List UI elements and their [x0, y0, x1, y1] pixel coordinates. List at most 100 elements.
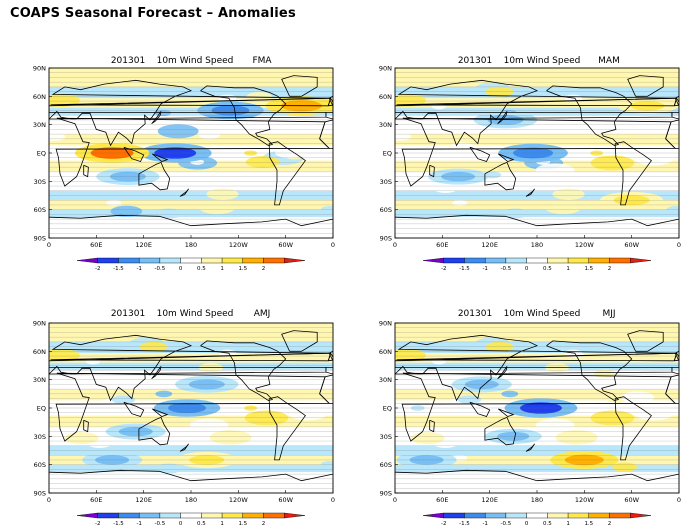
colorbar-segment: [567, 512, 590, 519]
y-tick-label: 60N: [379, 348, 392, 356]
coastline: [151, 366, 162, 380]
panel-title-season: MAM: [598, 56, 620, 66]
x-tick-label: 60W: [278, 241, 293, 249]
colorbar-label: -0.5: [501, 266, 512, 272]
coastline: [83, 419, 89, 433]
colorbar-label: 1: [566, 266, 570, 272]
anomaly-patch: [651, 137, 669, 145]
y-tick-label: 60S: [34, 461, 46, 469]
map-field: [395, 68, 679, 238]
anomaly-patch: [552, 188, 585, 200]
colorbar-label: -1: [136, 266, 141, 272]
colorbar: -2 -1.5 -1 -0.5 0 0.5 1 1.5 2: [76, 257, 306, 272]
coastline: [498, 408, 515, 417]
anomaly-patch: [545, 201, 582, 215]
coastline: [281, 330, 318, 352]
coastline: [49, 79, 330, 147]
anomaly-band: [49, 464, 333, 473]
anomaly-band: [395, 107, 679, 116]
anomaly-band: [395, 472, 679, 493]
anomaly-patch: [457, 395, 482, 404]
anomaly-patch: [395, 348, 426, 362]
colorbar-label: 2: [608, 521, 612, 527]
colorbar-segment: [588, 257, 610, 264]
coastline: [395, 469, 679, 482]
coastline: [614, 396, 652, 461]
map-field: [49, 323, 333, 493]
y-tick-label: EQ: [37, 405, 46, 413]
anomaly-band: [49, 134, 333, 146]
y-tick-label: 30N: [379, 376, 392, 384]
colorbar-label: -1: [482, 266, 487, 272]
x-tick-label: 180: [185, 496, 197, 504]
anomaly-patch: [49, 348, 80, 362]
colorbar-arrow-low: [76, 512, 98, 519]
anomaly-patch: [452, 199, 468, 206]
panel-title-date: 201301: [111, 309, 145, 319]
anomaly-patch: [320, 205, 333, 213]
coastline: [497, 111, 508, 125]
anomaly-patch: [283, 437, 298, 444]
anomaly-band: [49, 362, 333, 371]
coastline: [138, 416, 171, 446]
y-tick-label: 30N: [33, 376, 46, 384]
anomaly-patch: [395, 93, 426, 107]
x-tick-label: 0: [331, 496, 335, 504]
colorbar-segment: [201, 512, 223, 519]
anomaly-patch: [612, 462, 638, 472]
anomaly-band: [395, 389, 679, 401]
colorbar-label: -0.5: [155, 521, 166, 527]
map-field: [395, 323, 679, 493]
y-tick-label: 30S: [34, 178, 46, 186]
colorbar-label: 1.5: [238, 521, 247, 527]
x-tick-label: 180: [531, 241, 543, 249]
anomaly-patch: [244, 410, 289, 426]
x-tick-label: 60W: [624, 496, 639, 504]
y-tick-label: EQ: [37, 150, 46, 158]
colorbar-segment: [242, 512, 264, 519]
x-tick-label: 60E: [436, 241, 448, 249]
anomaly-band: [49, 209, 333, 218]
coastline: [49, 214, 333, 227]
colorbar-segment: [180, 512, 202, 519]
anomaly-patch: [198, 131, 221, 140]
coastline: [138, 161, 171, 191]
coastline: [179, 443, 189, 452]
page-title: COAPS Seasonal Forecast – Anomalies: [10, 6, 296, 21]
colorbar-label: 0.5: [197, 266, 206, 272]
coastline: [484, 416, 517, 446]
colorbar-segment: [547, 257, 569, 264]
y-tick-label: 60N: [33, 93, 46, 101]
colorbar-label: 0.5: [197, 521, 206, 527]
colorbar-label: -1.5: [113, 266, 124, 272]
map-panel-mjj: 201301 10m Wind Speed MJJ 90N 60N 30N EQ 30S 60S…: [379, 309, 681, 527]
panel-title-date: 201301: [458, 309, 492, 319]
y-tick-label: EQ: [383, 405, 392, 413]
anomaly-patch: [651, 392, 669, 400]
anomaly-patch: [246, 92, 272, 102]
y-tick-label: EQ: [383, 150, 392, 158]
coastline: [429, 164, 435, 178]
colorbar-label: 2: [608, 266, 612, 272]
coastline: [281, 75, 318, 97]
y-tick-label: 30S: [380, 433, 392, 441]
colorbar-label: 0.5: [543, 521, 552, 527]
colorbar-segment: [547, 512, 569, 519]
colorbar-segment: [180, 257, 202, 264]
coastline: [179, 188, 189, 197]
colorbar-label: 2: [262, 521, 266, 527]
colorbar-segment: [526, 257, 548, 264]
anomaly-patch: [189, 418, 229, 432]
x-tick-label: 60E: [90, 496, 102, 504]
anomaly-patch: [155, 463, 183, 474]
y-tick-label: 90N: [379, 65, 392, 73]
coastline: [151, 111, 162, 125]
y-tick-label: 30N: [33, 121, 46, 129]
anomaly-patch: [620, 391, 655, 404]
colorbar-segment: [484, 257, 507, 264]
coastline: [152, 153, 169, 162]
coastline: [268, 141, 306, 206]
colorbar-label: 1: [220, 266, 224, 272]
coastline: [525, 188, 535, 197]
colorbar-arrow-high: [284, 512, 306, 519]
